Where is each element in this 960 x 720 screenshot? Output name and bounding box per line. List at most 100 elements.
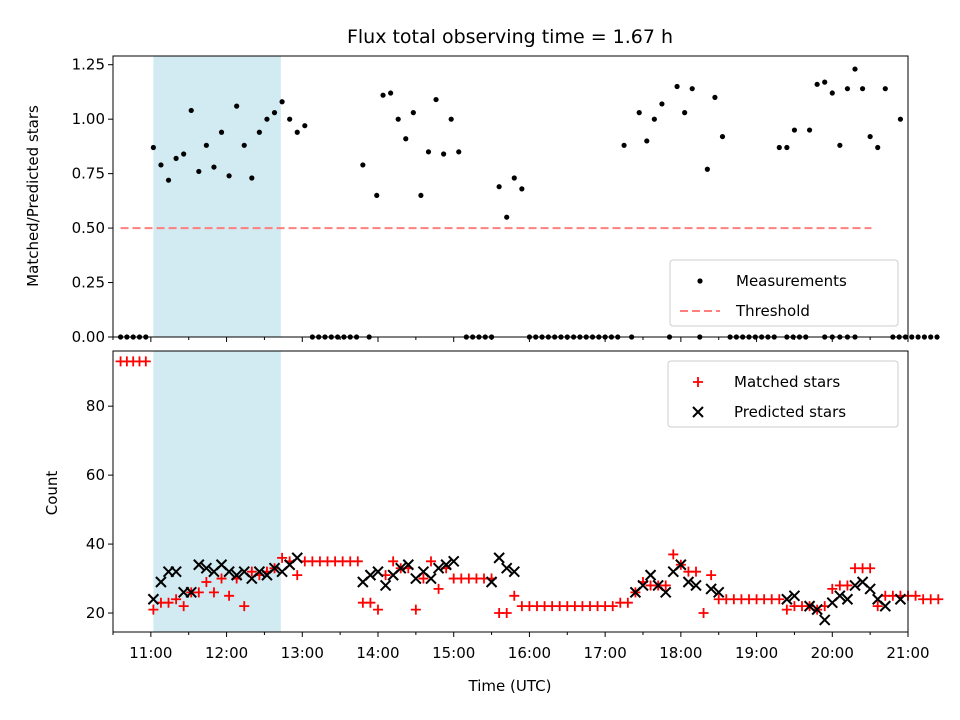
bottom-x-tick-label: 12:00	[205, 644, 248, 662]
top-data-point	[211, 164, 217, 170]
top-y-tick-label: 0.50	[72, 219, 105, 237]
bottom-data-point	[864, 583, 876, 595]
top-data-point	[814, 81, 820, 87]
top-data-point	[784, 144, 790, 151]
bottom-data-point	[410, 604, 421, 615]
bottom-data-point	[448, 555, 460, 568]
top-data-point	[806, 127, 813, 133]
top-data-point	[682, 110, 688, 116]
bottom-y-tick-label: 60	[86, 466, 105, 484]
top-data-point	[644, 138, 650, 144]
bottom-data-point	[706, 570, 717, 581]
top-data-point	[150, 144, 156, 151]
bottom-data-point	[509, 590, 520, 601]
bottom-series-predicted-stars	[147, 552, 907, 626]
bottom-data-point	[268, 562, 281, 574]
top-data-point	[674, 83, 680, 90]
bottom-data-point	[501, 608, 512, 619]
bottom-data-point	[253, 565, 266, 578]
bottom-y-tick-label: 20	[86, 604, 105, 622]
bottom-data-point	[493, 552, 505, 564]
top-y-tick-label: 1.00	[72, 110, 105, 128]
bottom-x-tick-label: 20:00	[811, 644, 854, 662]
top-data-point	[837, 142, 843, 148]
top-data-point	[249, 175, 255, 181]
bottom-data-point	[827, 583, 838, 594]
bottom-data-point	[170, 565, 182, 578]
bottom-data-point	[774, 594, 785, 605]
bottom-data-point	[691, 566, 701, 577]
bottom-data-point	[365, 597, 376, 608]
bottom-data-point	[811, 603, 823, 616]
top-y-tick-label: 0.00	[72, 328, 105, 346]
bottom-legend-label: Matched stars	[734, 373, 840, 391]
top-data-point	[173, 155, 179, 161]
bottom-data-point	[208, 587, 219, 598]
bottom-x-tick-label: 13:00	[281, 644, 324, 662]
top-data-point	[859, 86, 866, 92]
top-data-point	[264, 116, 270, 122]
top-data-point	[909, 334, 915, 340]
top-y-axis-label: Matched/Predicted stars	[24, 105, 42, 287]
top-legend-label: Threshold	[735, 302, 810, 320]
top-data-point	[719, 133, 726, 140]
bottom-data-point	[425, 572, 437, 585]
bottom-y-tick-label: 40	[86, 535, 105, 553]
bottom-data-point	[781, 604, 792, 615]
bottom-data-point	[675, 559, 687, 571]
bottom-data-point	[933, 594, 944, 605]
top-data-point	[829, 90, 835, 96]
bottom-data-point	[239, 601, 250, 612]
top-data-point	[852, 66, 858, 72]
top-data-point	[302, 123, 308, 129]
top-data-point	[256, 129, 262, 135]
bottom-x-tick-label: 21:00	[886, 644, 929, 662]
bottom-data-point	[637, 579, 649, 592]
top-data-point	[448, 116, 454, 122]
top-data-point	[621, 142, 627, 148]
bottom-data-point	[841, 593, 854, 605]
bottom-data-point	[388, 556, 399, 567]
top-data-point	[403, 136, 409, 142]
bottom-data-point	[690, 579, 702, 592]
bottom-data-point	[147, 593, 160, 605]
bottom-data-point	[607, 601, 618, 612]
bottom-legend-marker	[693, 377, 703, 387]
bottom-data-point	[200, 562, 213, 574]
top-axes-frame	[112, 55, 909, 338]
top-data-point	[218, 129, 225, 135]
bottom-data-point	[865, 563, 876, 574]
top-shaded-region	[153, 56, 281, 337]
top-data-point	[360, 162, 366, 168]
bottom-data-point	[713, 586, 725, 599]
bottom-data-point	[230, 569, 243, 581]
bottom-data-point	[148, 604, 159, 615]
top-y-tick-label: 1.25	[72, 56, 105, 74]
top-data-point	[441, 151, 447, 157]
bottom-data-point	[622, 597, 633, 608]
bottom-series-matched-stars	[115, 356, 944, 619]
bottom-data-point	[155, 576, 167, 588]
top-data-point	[915, 334, 921, 340]
bottom-data-point	[788, 590, 801, 602]
bottom-data-point	[682, 576, 695, 588]
bottom-data-point	[379, 579, 392, 592]
bottom-data-point	[418, 573, 429, 584]
top-data-point	[496, 184, 502, 190]
top-data-point	[519, 186, 525, 192]
bottom-data-point	[834, 590, 846, 602]
bottom-legend-box	[667, 360, 899, 428]
bottom-data-point	[246, 566, 257, 577]
bottom-data-point	[660, 580, 671, 591]
top-data-point	[203, 142, 209, 148]
top-data-point	[425, 149, 432, 155]
top-data-point	[928, 334, 934, 340]
bottom-data-point	[163, 597, 174, 608]
bottom-data-point	[872, 601, 883, 612]
bottom-data-point	[501, 562, 513, 574]
top-data-point	[271, 110, 278, 116]
top-legend-label: Measurements	[736, 272, 847, 290]
bottom-x-tick-label: 14:00	[356, 644, 399, 662]
top-data-point	[867, 133, 873, 140]
